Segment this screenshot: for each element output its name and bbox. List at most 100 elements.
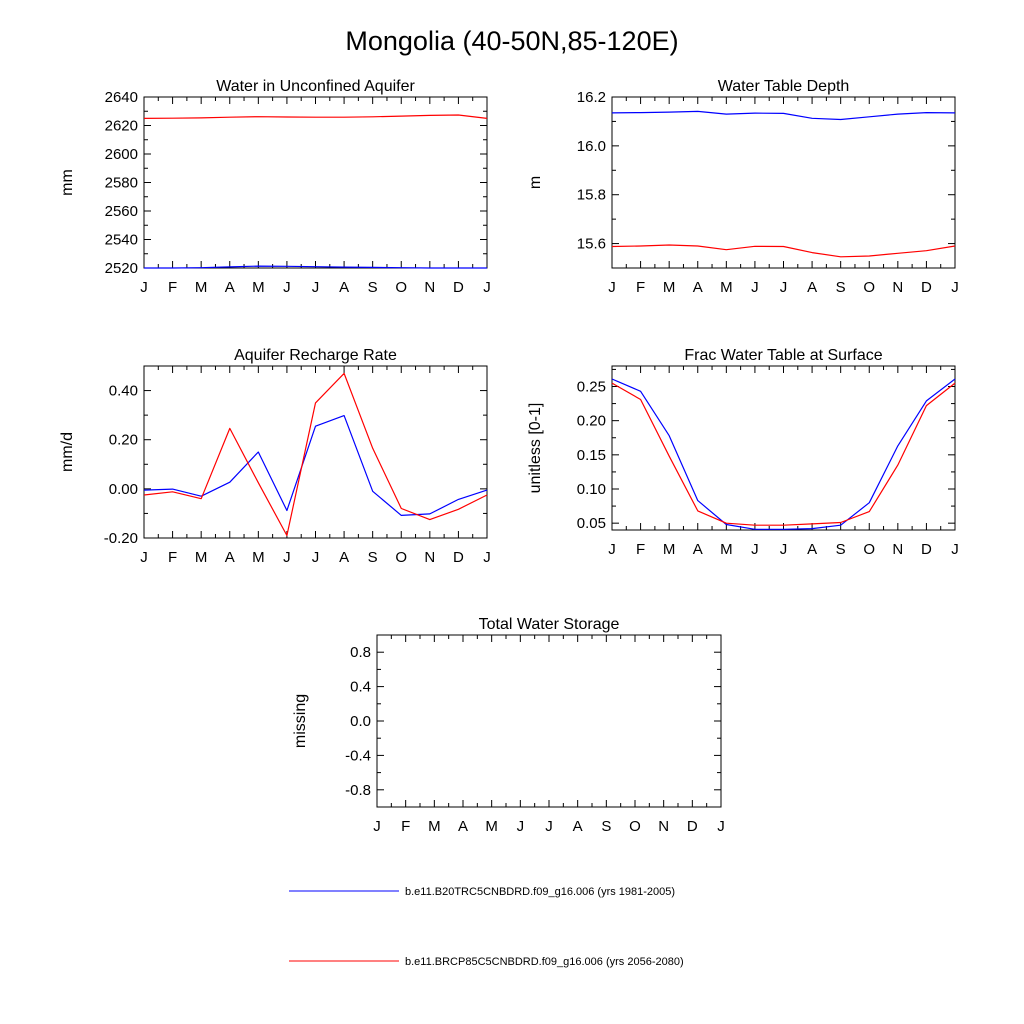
y-tick-label: 0.20 bbox=[577, 413, 606, 430]
x-tick-label: D bbox=[921, 541, 932, 558]
y-tick-label: -0.8 bbox=[345, 782, 371, 799]
x-tick-label: A bbox=[693, 541, 703, 558]
y-tick-label: 0.15 bbox=[577, 447, 606, 464]
x-tick-label: J bbox=[283, 279, 291, 296]
y-tick-label: 0.10 bbox=[577, 481, 606, 498]
x-tick-label: J bbox=[545, 818, 553, 835]
x-tick-label: J bbox=[483, 279, 491, 296]
series-line-1 bbox=[143, 415, 488, 517]
y-tick-label: 16.2 bbox=[577, 89, 606, 106]
y-tick-label: 0.25 bbox=[577, 379, 606, 396]
legend-label-series-2: b.e11.BRCP85C5CNBDRD.f09_g16.006 (yrs 20… bbox=[405, 956, 684, 968]
y-tick-label: 2620 bbox=[105, 118, 138, 135]
x-tick-label: M bbox=[252, 549, 265, 566]
y-tick-label: 2540 bbox=[105, 232, 138, 249]
x-tick-label: S bbox=[836, 541, 846, 558]
x-tick-label: S bbox=[368, 549, 378, 566]
series-line-1 bbox=[611, 110, 956, 121]
y-tick-label: 0.00 bbox=[109, 481, 138, 498]
y-tick-label: 0.0 bbox=[350, 713, 371, 730]
series-line-2 bbox=[611, 244, 956, 258]
x-tick-label: O bbox=[863, 279, 875, 296]
x-tick-label: M bbox=[428, 818, 441, 835]
x-tick-label: F bbox=[636, 279, 645, 296]
x-tick-label: M bbox=[485, 818, 498, 835]
x-tick-label: N bbox=[892, 279, 903, 296]
y-axis-label: m bbox=[527, 176, 544, 189]
x-tick-label: N bbox=[424, 279, 435, 296]
series-line-2 bbox=[611, 382, 956, 526]
x-tick-label: S bbox=[368, 279, 378, 296]
x-tick-label: F bbox=[636, 541, 645, 558]
x-tick-label: M bbox=[720, 279, 733, 296]
y-tick-label: 2640 bbox=[105, 89, 138, 106]
x-tick-label: J bbox=[608, 279, 616, 296]
x-tick-label: A bbox=[339, 279, 349, 296]
x-tick-label: M bbox=[663, 541, 676, 558]
panel-title: Frac Water Table at Surface bbox=[684, 347, 882, 364]
x-tick-label: J bbox=[312, 279, 320, 296]
y-axis-label: mm/d bbox=[59, 432, 76, 472]
y-tick-label: 0.8 bbox=[350, 644, 371, 661]
legend-label-series-1: b.e11.B20TRC5CNBDRD.f09_g16.006 (yrs 198… bbox=[405, 886, 675, 898]
y-tick-label: 2560 bbox=[105, 203, 138, 220]
x-tick-label: J bbox=[312, 549, 320, 566]
x-tick-label: O bbox=[629, 818, 641, 835]
y-axis-label: missing bbox=[292, 694, 309, 748]
x-tick-label: J bbox=[608, 541, 616, 558]
y-tick-label: 0.20 bbox=[109, 432, 138, 449]
x-tick-label: J bbox=[373, 818, 381, 835]
x-tick-label: D bbox=[921, 279, 932, 296]
x-tick-label: J bbox=[140, 279, 148, 296]
x-tick-label: J bbox=[751, 541, 759, 558]
series-line-1 bbox=[611, 378, 956, 530]
x-tick-label: J bbox=[517, 818, 525, 835]
y-axis-label: unitless [0-1] bbox=[527, 403, 544, 494]
x-tick-label: A bbox=[225, 549, 235, 566]
x-tick-label: A bbox=[807, 279, 817, 296]
x-tick-label: N bbox=[658, 818, 669, 835]
x-tick-label: O bbox=[395, 279, 407, 296]
panel-title: Water Table Depth bbox=[718, 78, 850, 95]
x-tick-label: J bbox=[283, 549, 291, 566]
x-tick-label: A bbox=[339, 549, 349, 566]
plot-frame bbox=[143, 365, 488, 539]
x-tick-label: M bbox=[195, 549, 208, 566]
x-tick-label: J bbox=[140, 549, 148, 566]
panel-title: Water in Unconfined Aquifer bbox=[216, 78, 415, 95]
x-tick-label: J bbox=[780, 279, 788, 296]
plot-frame bbox=[611, 96, 956, 269]
x-tick-label: D bbox=[687, 818, 698, 835]
x-tick-label: F bbox=[401, 818, 410, 835]
y-tick-label: 15.6 bbox=[577, 236, 606, 253]
y-tick-label: 0.05 bbox=[577, 515, 606, 532]
x-tick-label: J bbox=[951, 541, 959, 558]
y-tick-label: -0.20 bbox=[104, 530, 138, 547]
x-tick-label: N bbox=[424, 549, 435, 566]
x-tick-label: J bbox=[717, 818, 725, 835]
y-tick-label: -0.4 bbox=[345, 747, 371, 764]
y-tick-label: 0.40 bbox=[109, 383, 138, 400]
x-tick-label: S bbox=[836, 279, 846, 296]
x-tick-label: D bbox=[453, 279, 464, 296]
x-tick-label: J bbox=[780, 541, 788, 558]
y-tick-label: 15.8 bbox=[577, 187, 606, 204]
y-tick-label: 2580 bbox=[105, 175, 138, 192]
x-tick-label: O bbox=[863, 541, 875, 558]
x-tick-label: M bbox=[663, 279, 676, 296]
plot-frame bbox=[611, 365, 956, 531]
series-line-2 bbox=[143, 372, 488, 537]
x-tick-label: F bbox=[168, 549, 177, 566]
x-tick-label: F bbox=[168, 279, 177, 296]
x-tick-label: A bbox=[458, 818, 468, 835]
legend: b.e11.B20TRC5CNBDRD.f09_g16.006 (yrs 198… bbox=[289, 886, 684, 968]
x-tick-label: A bbox=[693, 279, 703, 296]
x-tick-label: J bbox=[751, 279, 759, 296]
x-tick-label: J bbox=[483, 549, 491, 566]
